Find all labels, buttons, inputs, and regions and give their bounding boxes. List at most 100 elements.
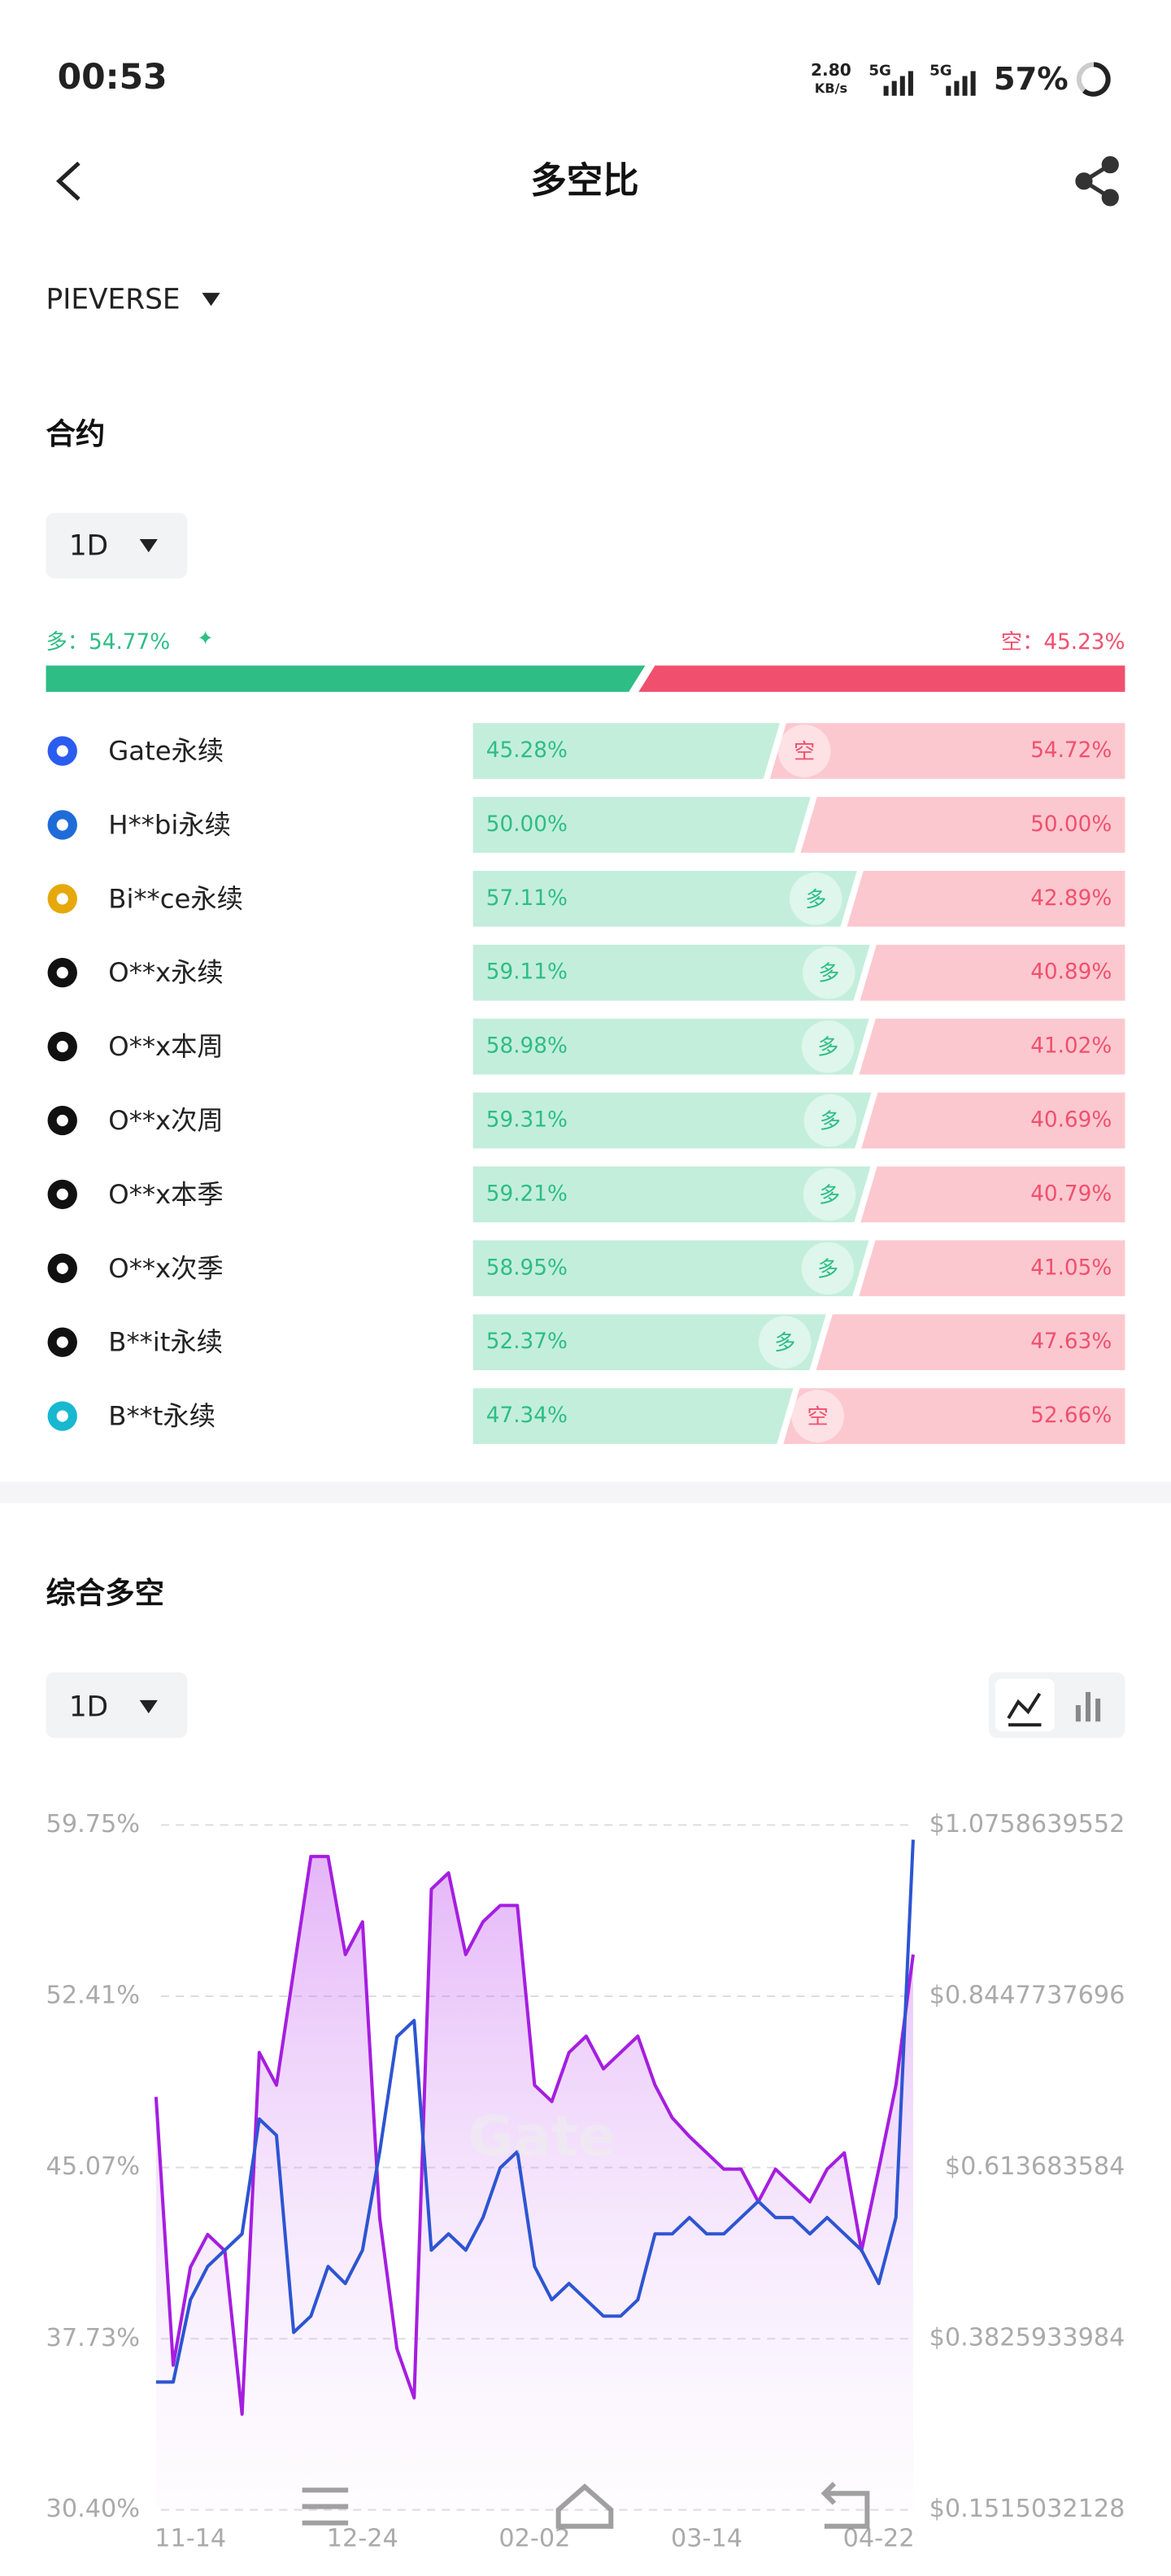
y2-tick-label: $0.613683584 xyxy=(945,2152,1125,2181)
badge: 多 xyxy=(819,1183,840,1208)
dropdown-arrow xyxy=(202,293,220,307)
nav-menu[interactable] xyxy=(302,2487,349,2526)
badge-bg xyxy=(789,872,842,925)
exchange-icon xyxy=(56,893,68,905)
nav-home[interactable] xyxy=(555,2483,614,2529)
section-title: 合约 xyxy=(46,416,106,451)
badge: 多 xyxy=(805,888,826,912)
net-speed: 2.80 xyxy=(811,60,851,80)
exchange-icon xyxy=(56,745,68,757)
exchange-icon xyxy=(56,967,68,979)
long-bar xyxy=(472,723,780,779)
line-icon xyxy=(1007,1692,1042,1727)
short-value: 47.63% xyxy=(1030,1329,1112,1354)
period-label: 1D xyxy=(69,530,108,563)
badge: 多 xyxy=(817,1036,838,1060)
exchange-name: O**x本周 xyxy=(108,1031,223,1062)
token-selector[interactable]: PIEVERSE xyxy=(46,284,181,316)
short-value: 42.89% xyxy=(1030,886,1112,911)
badge-bg xyxy=(803,1168,856,1221)
badge: 空 xyxy=(808,1405,829,1429)
badge: 多 xyxy=(820,1110,841,1134)
y2-tick-label: $0.8447737696 xyxy=(929,1981,1125,2009)
short-bar xyxy=(816,1314,1125,1370)
exchange-icon xyxy=(56,1410,68,1422)
long-value: 58.98% xyxy=(486,1034,568,1059)
net-type: 5G xyxy=(929,62,952,79)
long-bar xyxy=(472,797,811,853)
long-bar xyxy=(472,1388,794,1444)
section-title: 综合多空 xyxy=(46,1576,164,1611)
short-bar xyxy=(783,1388,1125,1444)
back-button[interactable] xyxy=(55,161,81,201)
y2-tick-label: $1.0758639552 xyxy=(929,1810,1125,1838)
dropdown-arrow xyxy=(139,539,158,553)
exchange-name: Bi**ce永续 xyxy=(108,883,243,914)
period-button[interactable] xyxy=(46,512,188,579)
signal-icon xyxy=(883,71,913,96)
short-bar xyxy=(638,665,1125,692)
short-value: 40.79% xyxy=(1030,1181,1112,1206)
short-bar xyxy=(800,797,1125,853)
status-time: 00:53 xyxy=(58,58,168,98)
y-tick-label: 59.75% xyxy=(46,1810,140,1838)
long-bar xyxy=(472,871,857,927)
badge-bg xyxy=(801,1020,855,1073)
short-ratio: 空：45.23% xyxy=(1001,630,1125,655)
badge-bg xyxy=(777,724,831,777)
x-tick-label: 12-24 xyxy=(327,2524,398,2552)
nav-bar xyxy=(302,2482,870,2529)
long-bar xyxy=(472,1166,871,1223)
area xyxy=(155,1856,913,2510)
badge-bg xyxy=(802,946,855,999)
y2-tick-label: $0.3825933984 xyxy=(929,2324,1125,2352)
exchange-name: O**x次季 xyxy=(108,1253,223,1284)
exchange-icon xyxy=(56,1114,68,1127)
exchange-name: B**it永续 xyxy=(108,1327,223,1358)
badge-bg xyxy=(803,1094,857,1147)
exchange-name: O**x本季 xyxy=(108,1179,223,1210)
line xyxy=(155,1839,915,2384)
long-bar xyxy=(472,1092,872,1149)
period-button[interactable] xyxy=(46,1672,188,1738)
line xyxy=(154,1855,915,2416)
share-button[interactable] xyxy=(1075,155,1119,207)
y-tick-label: 37.73% xyxy=(46,2324,140,2352)
short-value: 50.00% xyxy=(1030,812,1112,837)
badge-bg xyxy=(758,1316,812,1368)
long-bar xyxy=(472,944,870,1001)
y2-tick-label: $0.1515032128 xyxy=(929,2495,1125,2523)
long-value: 45.28% xyxy=(486,738,568,763)
short-value: 40.89% xyxy=(1030,960,1112,985)
bar-chart-toggle[interactable] xyxy=(1075,1691,1101,1722)
long-value: 57.11% xyxy=(486,886,568,911)
divider xyxy=(0,1482,1171,1503)
badge: 多 xyxy=(817,1257,838,1281)
long-bar xyxy=(472,1018,869,1075)
badge-bg xyxy=(801,1242,855,1295)
net-type: 5G xyxy=(868,62,891,79)
short-value: 41.02% xyxy=(1030,1034,1112,1059)
short-bar xyxy=(859,1240,1125,1297)
signal-icon xyxy=(946,71,976,96)
period-label: 1D xyxy=(69,1691,108,1724)
long-bar xyxy=(472,1240,869,1297)
exchange-name: Gate永续 xyxy=(108,736,224,767)
nav-back[interactable] xyxy=(821,2482,870,2529)
exchange-name: B**t永续 xyxy=(108,1401,215,1432)
watermark: Gate xyxy=(468,2104,616,2169)
badge: 多 xyxy=(818,962,839,986)
short-bar xyxy=(859,1018,1125,1075)
exchange-icon xyxy=(56,1336,68,1348)
long-value: 59.21% xyxy=(486,1181,568,1206)
long-value: 59.31% xyxy=(486,1107,568,1132)
short-bar xyxy=(860,1166,1125,1223)
long-value: 59.11% xyxy=(486,960,568,985)
long-value: 58.95% xyxy=(486,1255,568,1280)
short-value: 40.69% xyxy=(1030,1107,1112,1132)
page-title: 多空比 xyxy=(530,160,638,202)
exchange-icon xyxy=(56,1262,68,1274)
net-speed-unit: KB/s xyxy=(815,80,847,96)
sparkle-icon: ✦ xyxy=(197,627,213,650)
dropdown-arrow xyxy=(139,1699,158,1714)
